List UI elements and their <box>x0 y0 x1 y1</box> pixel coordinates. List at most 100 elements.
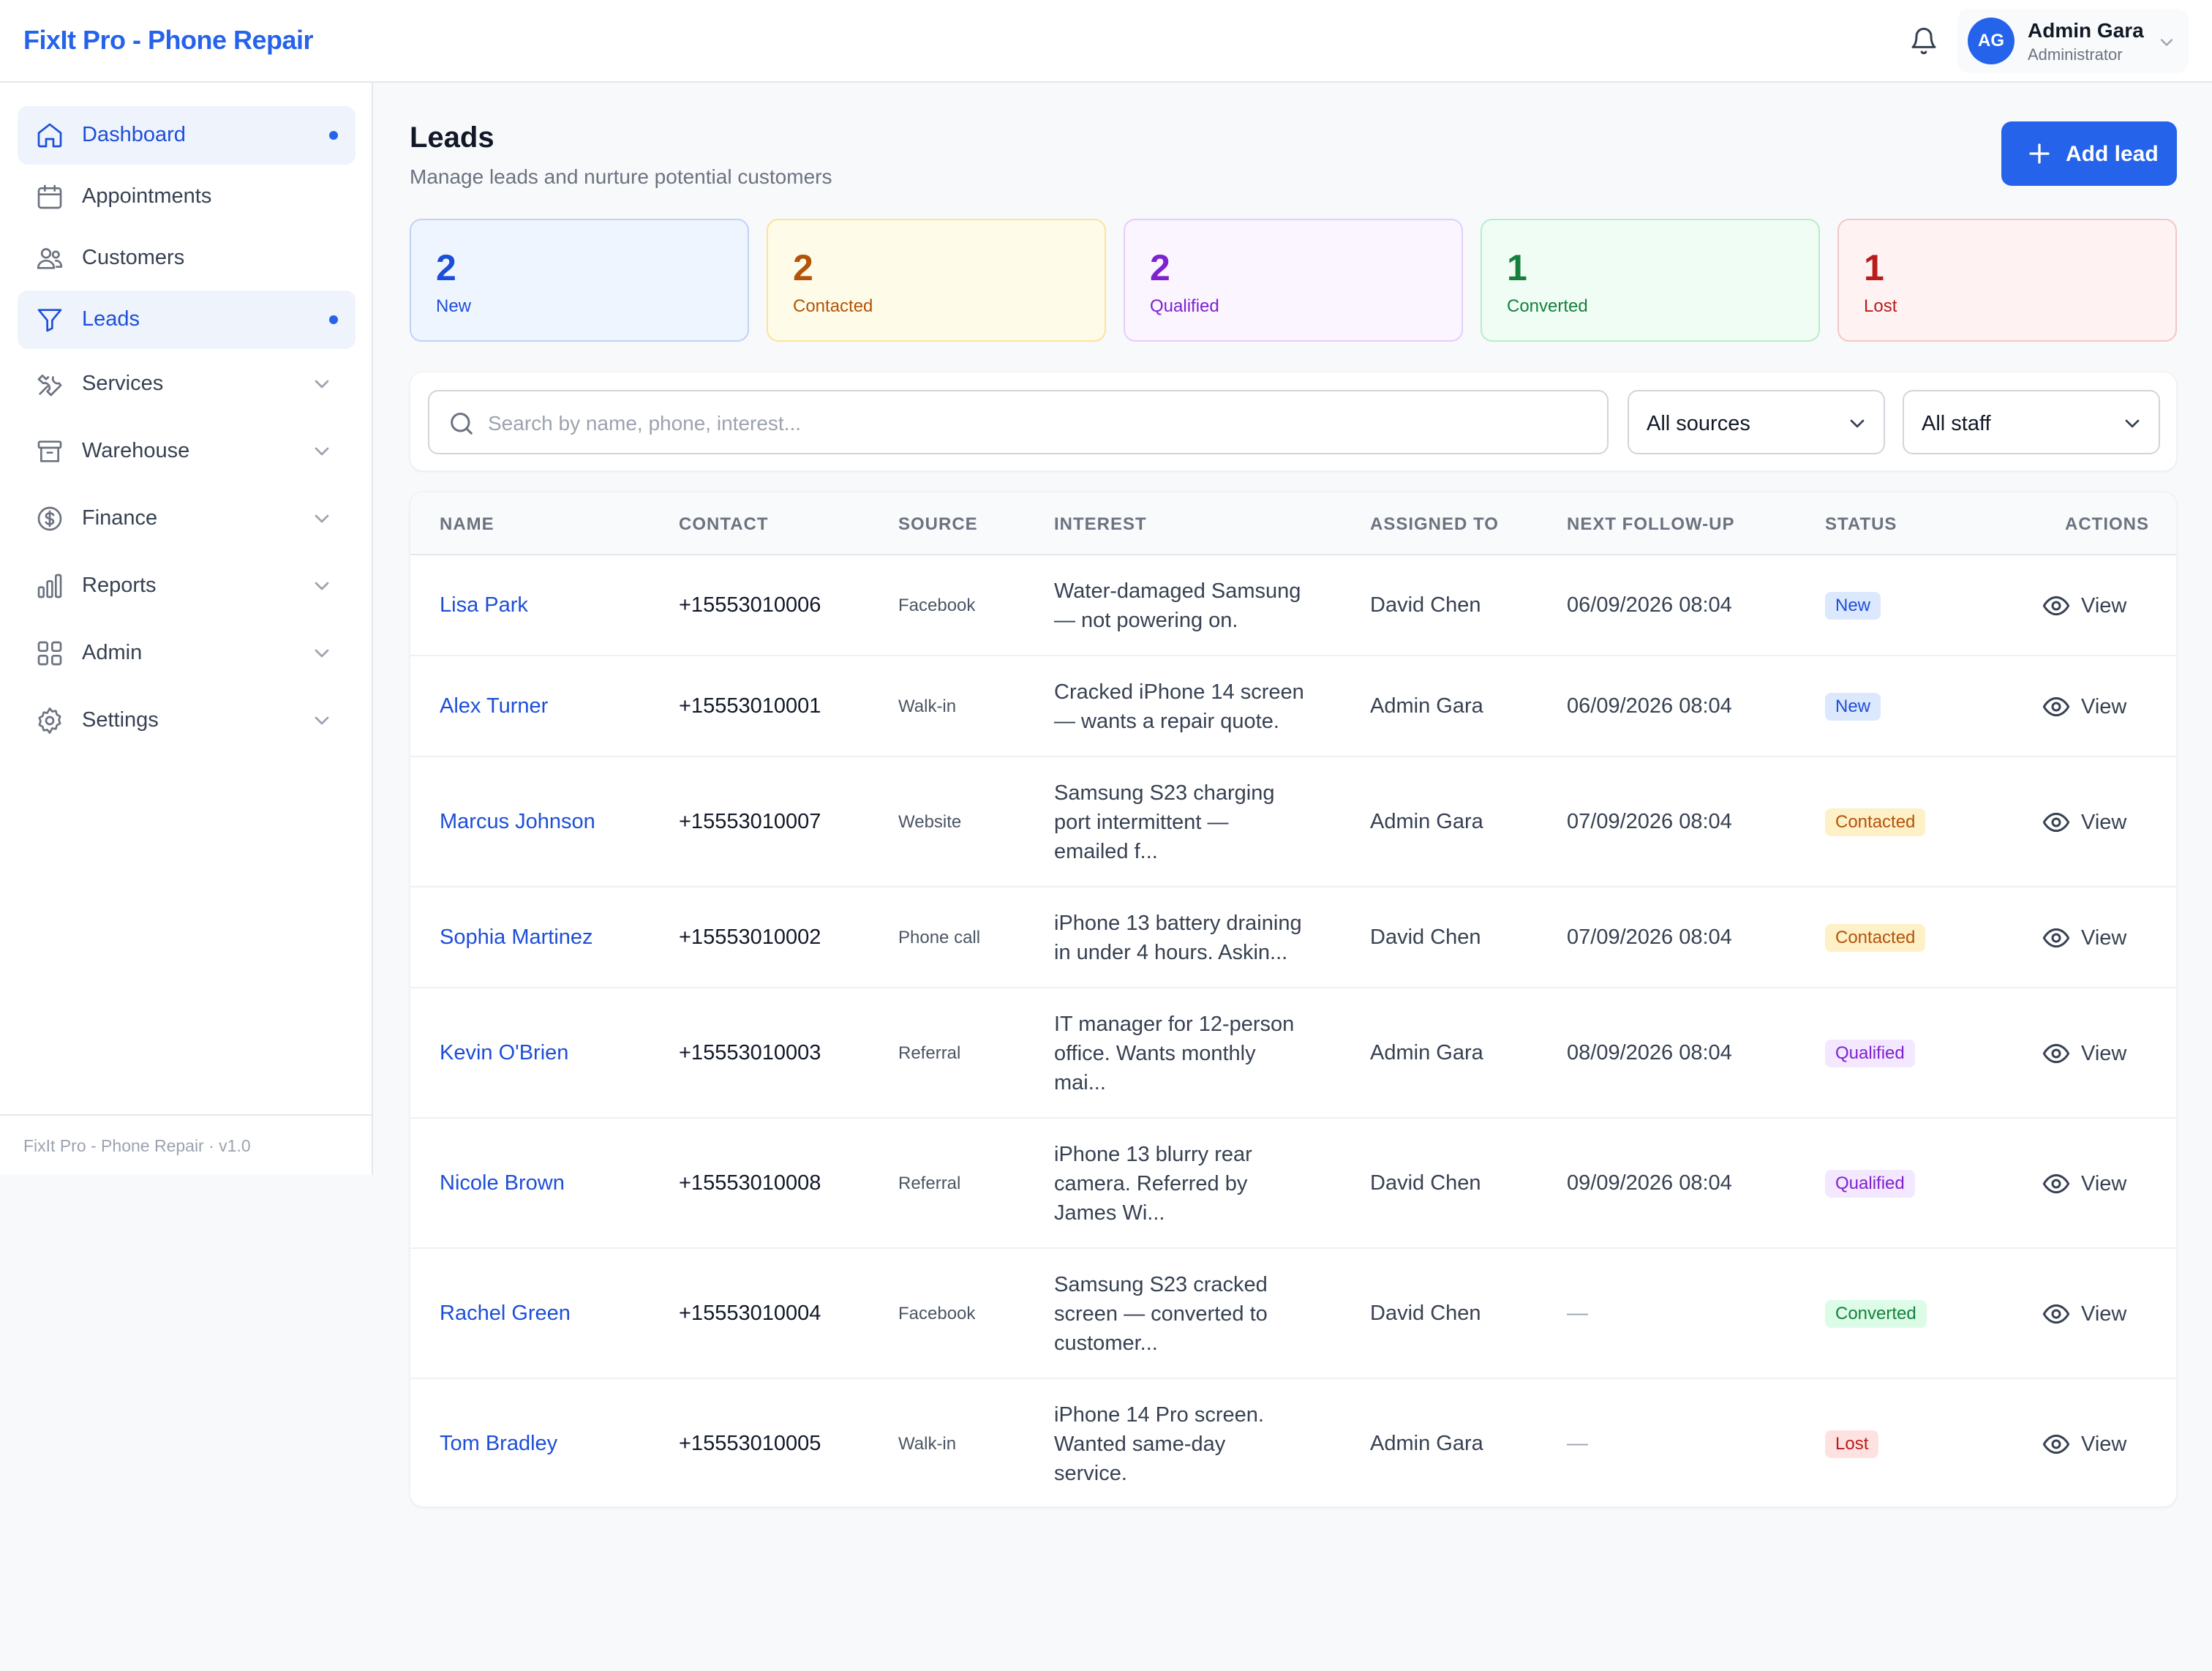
dollar-icon <box>37 506 62 531</box>
lead-contact: +15553010008 <box>679 1171 821 1195</box>
sidebar-item-label: Appointments <box>82 184 212 208</box>
sidebar-item-label: Dashboard <box>82 123 186 146</box>
stat-label: Qualified <box>1150 296 1219 316</box>
view-label: View <box>2081 811 2127 834</box>
user-menu[interactable]: AG Admin Gara Administrator <box>1957 9 2189 73</box>
lead-interest: iPhone 13 battery draining in under 4 hou… <box>1054 909 1325 967</box>
eye-icon <box>2042 1304 2070 1324</box>
lead-interest: iPhone 14 Pro screen. Wanted same-day serv… <box>1054 1400 1325 1488</box>
sidebar-item-reports[interactable]: Reports <box>18 557 356 615</box>
avatar: AG <box>1968 18 2014 64</box>
interest-line: iPhone 13 blurry rear <box>1054 1143 1252 1166</box>
column-header[interactable]: INTEREST <box>1054 514 1147 534</box>
interest-line: Samsung S23 cracked <box>1054 1273 1268 1296</box>
bell-icon[interactable] <box>1909 26 1938 56</box>
lead-source: Referral <box>898 1174 961 1193</box>
eye-icon <box>2042 1434 2070 1454</box>
page-subtitle: Manage leads and nurture potential custo… <box>410 165 832 188</box>
eye-icon <box>2042 596 2070 616</box>
lead-assigned-to: David Chen <box>1370 1302 1481 1325</box>
sidebar-item-dashboard[interactable]: Dashboard <box>18 106 356 165</box>
interest-line: James Wi... <box>1054 1201 1165 1225</box>
lead-name-link[interactable]: Alex Turner <box>440 694 549 718</box>
lead-contact: +15553010007 <box>679 810 821 833</box>
lead-contact: +15553010001 <box>679 694 821 718</box>
lead-name-link[interactable]: Nicole Brown <box>440 1171 565 1195</box>
users-icon <box>37 248 63 269</box>
sidebar-item-settings[interactable]: Settings <box>18 691 356 750</box>
lead-contact: +15553010006 <box>679 593 821 617</box>
source-select[interactable]: All sources <box>1628 390 1885 454</box>
column-header[interactable]: SOURCE <box>898 514 978 534</box>
lead-source: Facebook <box>898 1304 976 1323</box>
stat-card-qualified[interactable]: 2 Qualified <box>1124 219 1463 342</box>
column-header[interactable]: CONTACT <box>679 514 769 534</box>
plus-icon <box>2029 143 2050 164</box>
status-badge: Contacted <box>1825 808 1926 836</box>
lead-name-link[interactable]: Sophia Martinez <box>440 925 593 949</box>
status-badge: New <box>1825 592 1881 620</box>
table-row[interactable]: Rachel Green +15553010004 Facebook Samsung … <box>410 1249 2176 1379</box>
interest-line: camera. Referred by <box>1054 1172 1248 1195</box>
lead-contact: +15553010003 <box>679 1041 821 1064</box>
stat-label: Contacted <box>793 296 873 316</box>
table-row[interactable]: Tom Bradley +15553010005 Walk-in iPhone 14 … <box>410 1379 2176 1506</box>
calendar-icon <box>37 184 62 209</box>
lead-name-link[interactable]: Kevin O'Brien <box>440 1041 569 1064</box>
chevron-down-icon <box>315 649 329 658</box>
stat-card-new[interactable]: 2 New <box>410 219 749 342</box>
chevron-down-icon <box>315 716 329 725</box>
lead-name-link[interactable]: Marcus Johnson <box>440 810 595 833</box>
chevron-down-icon <box>315 514 329 523</box>
eye-icon <box>2042 812 2070 833</box>
grid-icon <box>37 641 62 666</box>
stat-card-lost[interactable]: 1 Lost <box>1837 219 2177 342</box>
column-header[interactable]: STATUS <box>1825 514 1897 534</box>
sidebar-item-label: Finance <box>82 506 158 530</box>
sidebar-item-finance[interactable]: Finance <box>18 489 356 548</box>
sidebar-item-label: Reports <box>82 574 157 597</box>
table-row[interactable]: Marcus Johnson +15553010007 Website Samsung… <box>410 757 2176 887</box>
sidebar-item-label: Services <box>82 372 164 395</box>
sidebar-item-customers[interactable]: Customers <box>18 229 356 288</box>
lead-name-link[interactable]: Rachel Green <box>440 1302 571 1325</box>
eye-icon <box>2042 1174 2070 1194</box>
sidebar-item-warehouse[interactable]: Warehouse <box>18 422 356 481</box>
status-badge: Contacted <box>1825 924 1926 952</box>
interest-line: — not powering on. <box>1054 609 1238 632</box>
table-row[interactable]: Sophia Martinez +15553010002 Phone call iPh… <box>410 887 2176 988</box>
sidebar-item-admin[interactable]: Admin <box>18 624 356 683</box>
sidebar-item-services[interactable]: Services <box>18 355 356 413</box>
brand-title[interactable]: FixIt Pro - Phone Repair <box>23 25 314 55</box>
stat-card-converted[interactable]: 1 Converted <box>1481 219 1820 342</box>
search-box[interactable] <box>428 390 1609 454</box>
stat-value: 2 <box>793 247 813 288</box>
table-row[interactable]: Kevin O'Brien +15553010003 Referral IT mana… <box>410 988 2176 1119</box>
search-input[interactable] <box>488 406 1585 441</box>
lead-name-link[interactable]: Tom Bradley <box>440 1432 558 1455</box>
sidebar-item-appointments[interactable]: Appointments <box>18 168 356 226</box>
column-header[interactable]: NAME <box>440 514 494 534</box>
sidebar-item-leads[interactable]: Leads <box>18 290 356 349</box>
column-header[interactable]: NEXT FOLLOW-UP <box>1567 514 1735 534</box>
lead-source: Phone call <box>898 928 981 947</box>
add-lead-button[interactable]: Add lead <box>2001 121 2177 186</box>
interest-line: in under 4 hours. Askin... <box>1054 941 1288 964</box>
lead-source: Website <box>898 812 962 832</box>
lead-assigned-to: Admin Gara <box>1370 1432 1483 1455</box>
interest-line: mai... <box>1054 1071 1106 1094</box>
stat-card-contacted[interactable]: 2 Contacted <box>767 219 1106 342</box>
chevron-down-icon <box>315 582 329 590</box>
status-badge: Qualified <box>1825 1170 1915 1198</box>
chevron-down-icon <box>315 380 329 388</box>
table-row[interactable]: Lisa Park +15553010006 Facebook Water-damag… <box>410 555 2176 656</box>
lead-name-link[interactable]: Lisa Park <box>440 593 528 617</box>
table-row[interactable]: Nicole Brown +15553010008 Referral iPhone 1… <box>410 1119 2176 1249</box>
lead-interest: Samsung S23 cracked screen — converted to… <box>1054 1270 1325 1358</box>
table-row[interactable]: Alex Turner +15553010001 Walk-in Cracked iP… <box>410 656 2176 757</box>
column-header: ACTIONS <box>2065 514 2149 534</box>
sidebar: Dashboard Appointments Customers Leads S… <box>0 83 373 1174</box>
eye-icon <box>2042 696 2070 717</box>
staff-select[interactable]: All staff <box>1903 390 2160 454</box>
column-header[interactable]: ASSIGNED TO <box>1370 514 1499 534</box>
